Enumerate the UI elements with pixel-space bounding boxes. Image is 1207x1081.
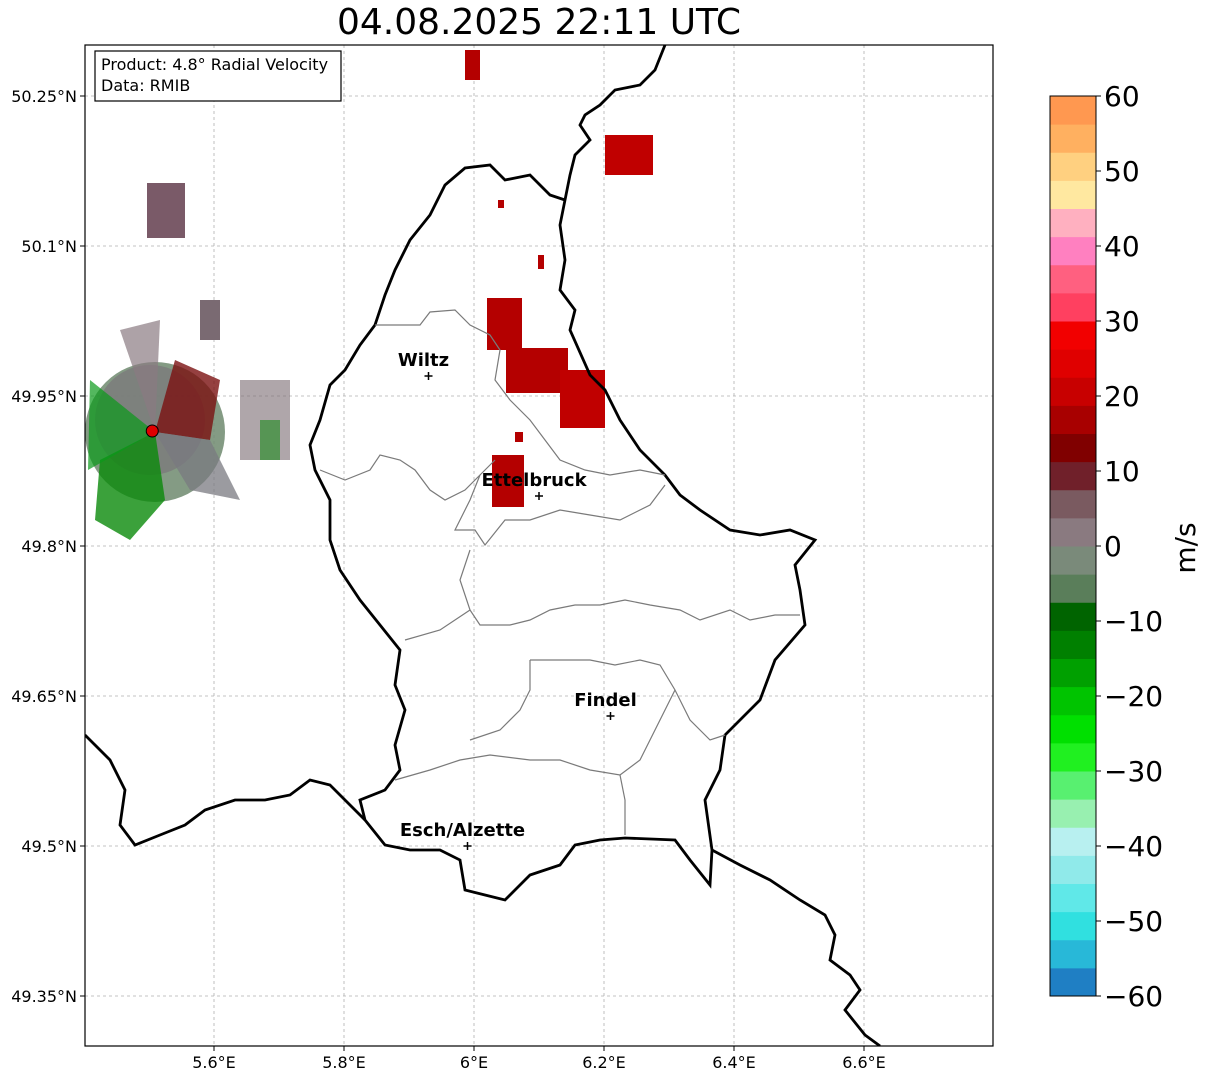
lat-tick-label: 49.35°N (11, 987, 77, 1006)
colorbar-segment (1050, 377, 1096, 406)
colorbar-segment (1050, 321, 1096, 350)
lat-tick-label: 49.8°N (21, 537, 77, 556)
lon-tick-label: 6°E (460, 1053, 488, 1072)
colorbar-segment (1050, 714, 1096, 744)
lat-tick-label: 49.95°N (11, 387, 77, 406)
colorbar-segment (1050, 461, 1096, 491)
colorbar-segment (1050, 208, 1096, 238)
colorbar-segment (1050, 574, 1096, 603)
colorbar-tick-label: −50 (1104, 905, 1163, 938)
colorbar-tick-label: −10 (1104, 605, 1163, 638)
lon-tick-label: 5.8°E (322, 1053, 366, 1072)
colorbar-tick-label: 20 (1104, 380, 1140, 413)
colorbar (1050, 96, 1096, 997)
colorbar-tick-label: −20 (1104, 680, 1163, 713)
colorbar-segment (1050, 124, 1096, 153)
lat-tick-label: 50.25°N (11, 87, 77, 106)
colorbar-label: m/s (1169, 522, 1202, 573)
longitude-axis: 5.6°E 5.8°E 6°E 6.2°E 6.4°E 6.6°E (192, 1046, 886, 1072)
colorbar-tick-label: 50 (1104, 155, 1140, 188)
city-label: Ettelbruck (481, 470, 587, 491)
city-marker-icon (463, 842, 472, 850)
colorbar-segment (1050, 658, 1096, 688)
colorbar-tick-label: 0 (1104, 530, 1122, 563)
colorbar-segment (1050, 96, 1096, 125)
colorbar-segment (1050, 433, 1096, 463)
city-marker-icon (535, 492, 543, 500)
colorbar-segment (1050, 489, 1096, 519)
colorbar-segment (1050, 911, 1096, 941)
lat-tick-label: 49.65°N (11, 687, 77, 706)
colorbar-segment (1050, 517, 1096, 547)
city-marker-icon (606, 712, 615, 720)
colorbar-segment (1050, 827, 1096, 856)
colorbar-segment (1050, 883, 1096, 913)
colorbar-tick-label: 40 (1104, 230, 1140, 263)
colorbar-tick-label: 30 (1104, 305, 1140, 338)
colorbar-segment (1050, 855, 1096, 884)
colorbar-segment (1050, 264, 1096, 294)
colorbar-segment (1050, 405, 1096, 434)
colorbar-segment (1050, 939, 1096, 969)
belgium-france-border (85, 734, 366, 847)
lon-tick-label: 6.6°E (842, 1053, 886, 1072)
lon-tick-label: 6.4°E (712, 1053, 756, 1072)
colorbar-segment (1050, 742, 1096, 772)
radar-site-icon (145, 424, 159, 438)
colorbar-segment (1050, 152, 1096, 181)
colorbar-segment (1050, 546, 1096, 575)
germany-france-border (711, 848, 881, 1046)
city-label: Wiltz (398, 350, 449, 371)
colorbar-segment (1050, 602, 1096, 631)
city-label: Findel (574, 690, 637, 711)
colorbar-segment (1050, 630, 1096, 659)
city-label: Esch/Alzette (400, 820, 525, 841)
latitude-axis: 50.25°N 50.1°N 49.95°N 49.8°N 49.65°N 49.5°N 4… (11, 87, 85, 1006)
colorbar-segment (1050, 771, 1096, 800)
colorbar-tick-label: −30 (1104, 755, 1163, 788)
lon-tick-label: 5.6°E (192, 1053, 236, 1072)
colorbar-segment (1050, 686, 1096, 716)
colorbar-segment (1050, 967, 1096, 997)
radar-echo-field (85, 50, 653, 540)
colorbar-ticks: 60 50 40 30 20 10 0 −10 −20 −30 −40 −50 −60 (1096, 80, 1163, 1013)
colorbar-tick-label: −40 (1104, 830, 1163, 863)
city-markers: Wiltz Ettelbruck Findel Esch/Alzette (398, 350, 637, 850)
colorbar-segment (1050, 349, 1096, 378)
map-background (85, 45, 993, 1046)
luxembourg-border (308, 45, 818, 902)
lon-tick-label: 6.2°E (582, 1053, 626, 1072)
info-box: Product: 4.8° Radial Velocity Data: RMIB (94, 50, 342, 102)
colorbar-tick-label: −60 (1104, 980, 1163, 1013)
radar-site (145, 424, 159, 438)
map-title: 04.08.2025 22:11 UTC (336, 2, 742, 43)
colorbar-segment (1050, 799, 1096, 828)
city-marker-icon (424, 372, 433, 380)
gridlines (85, 45, 993, 1046)
info-product: Product: 4.8° Radial Velocity (101, 55, 328, 74)
colorbar-segment (1050, 180, 1096, 209)
colorbar-segment (1050, 292, 1096, 322)
lat-tick-label: 50.1°N (21, 237, 77, 256)
lat-tick-label: 49.5°N (21, 837, 77, 856)
colorbar-segment (1050, 236, 1096, 266)
colorbar-tick-label: 60 (1104, 80, 1140, 113)
canton-boundaries (319, 309, 800, 835)
info-source: Data: RMIB (101, 76, 190, 95)
colorbar-tick-label: 10 (1104, 455, 1140, 488)
